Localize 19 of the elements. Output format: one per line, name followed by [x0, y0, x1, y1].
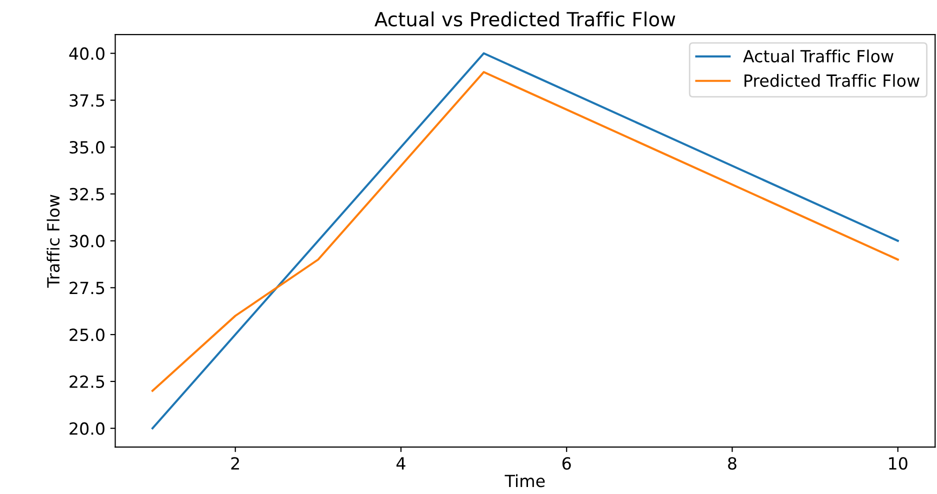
y-tick-label: 27.5 — [70, 282, 104, 294]
y-tick-label: 25.0 — [70, 328, 104, 342]
legend-label: Predicted Traffic Flow — [744, 74, 920, 87]
x-tick-label: 2 — [231, 457, 239, 470]
x-tick-label: 10 — [889, 457, 908, 470]
y-tick-label: 20.0 — [70, 422, 104, 435]
x-tick-label: 4 — [396, 457, 406, 470]
y-tick-label: 32.5 — [70, 188, 104, 201]
chart-title: Actual vs Predicted Traffic Flow — [374, 11, 676, 27]
y-tick-label: 30.0 — [70, 234, 104, 248]
y-axis-title: Traffic Flow — [46, 194, 60, 288]
y-tick-label: 22.5 — [70, 375, 104, 388]
y-tick-label: 37.5 — [70, 94, 104, 107]
x-tick-label: 6 — [562, 457, 571, 470]
x-tick-label: 8 — [728, 457, 736, 470]
y-tick-label: 35.0 — [70, 141, 104, 154]
y-tick-label: 40.0 — [69, 47, 104, 60]
legend-label: Actual Traffic Flow — [743, 50, 894, 62]
x-axis-title: Time — [504, 474, 545, 488]
